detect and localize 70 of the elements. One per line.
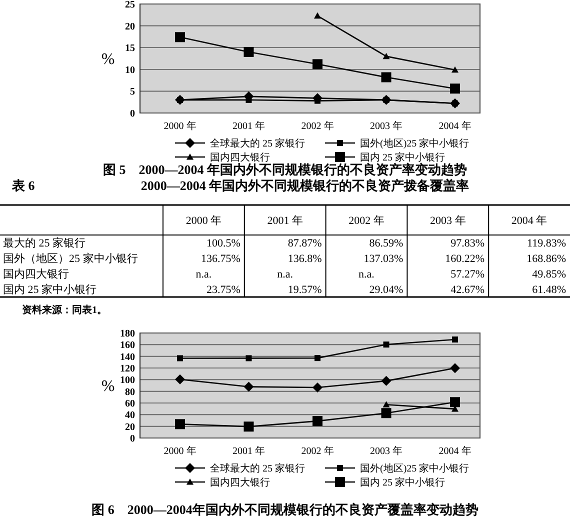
- legend-label: 国内四大银行: [210, 152, 270, 164]
- data-label: 19.57%: [288, 284, 322, 296]
- y-tick-label: 60: [125, 398, 135, 410]
- data-label: 136.75%: [200, 253, 240, 266]
- data-label: 137.03%: [364, 253, 404, 266]
- text: n.a.: [358, 268, 374, 281]
- data-label: 97.83%: [450, 238, 485, 250]
- y-tick-label: 国外（地区）25 家中小银行: [3, 252, 138, 266]
- data-label: 61.48%: [532, 284, 566, 296]
- text: 资料来源：同表1。: [22, 304, 107, 316]
- y-tick-label: 国内 25 家中小银行: [3, 283, 96, 296]
- y-tick-label: 140: [120, 352, 135, 363]
- data-label: 23.75%: [206, 284, 240, 296]
- legend-label: 全球最大的 25 家银行: [210, 462, 305, 474]
- legend-label: 国内 25 家中小银行: [360, 476, 445, 488]
- data-label: 49.85%: [532, 268, 566, 281]
- y-tick-label: 25: [125, 0, 135, 10]
- legend-label: 国外(地区)25 家中小银行: [360, 138, 470, 150]
- text: n.a.: [277, 268, 294, 281]
- text: 表 6: [11, 178, 36, 193]
- y-tick-label: 5: [130, 86, 135, 98]
- legend-label: 国内 25 家中小银行: [360, 152, 445, 164]
- x-tick-label: 2003 年: [430, 214, 466, 227]
- x-tick-label: 2004 年: [438, 445, 472, 457]
- x-tick-label: 2004 年: [438, 120, 472, 132]
- y-tick-label: 160: [120, 340, 135, 352]
- y-tick-label: 10: [125, 64, 135, 76]
- text: 图 6 2000—2004年国内外不同规模银行的不良资产覆盖率变动趋势: [92, 502, 478, 517]
- y-tick-label: 120: [120, 364, 135, 374]
- data-label: 29.04%: [369, 284, 404, 296]
- x-tick-label: 2001 年: [232, 120, 265, 132]
- chart-title: 2000—2004 年国内外不同规模银行的不良资产拨备覆盖率: [140, 178, 470, 193]
- legend-label: 国内四大银行: [210, 476, 270, 488]
- y-tick-label: 20: [125, 21, 135, 32]
- legend-label: 国外(地区)25 家中小银行: [360, 462, 470, 474]
- data-label: 100.5%: [206, 238, 240, 250]
- y-tick-label: 15: [125, 43, 135, 54]
- data-label: 87.87%: [288, 238, 322, 250]
- x-tick-label: 2003 年: [370, 445, 402, 457]
- x-tick-label: 2002 年: [301, 120, 334, 132]
- y-tick-label: 20: [125, 422, 135, 433]
- text: n.a.: [196, 268, 212, 281]
- data-label: 86.59%: [369, 238, 404, 250]
- x-tick-label: 2001 年: [232, 445, 265, 457]
- data-label: 136.8%: [288, 253, 322, 266]
- x-tick-label: 2000 年: [164, 120, 196, 132]
- y-tick-label: 40: [125, 410, 135, 422]
- data-label: 119.83%: [526, 238, 566, 250]
- y-tick-label: 国内四大银行: [3, 268, 69, 281]
- y-axis-title: %: [101, 51, 115, 68]
- y-tick-label: 最大的 25 家银行: [3, 236, 86, 250]
- y-tick-label: 100: [120, 375, 135, 386]
- y-tick-label: 180: [120, 328, 135, 340]
- x-tick-label: 2000 年: [164, 445, 196, 457]
- y-tick-label: 0: [130, 108, 135, 120]
- data-label: 160.22%: [445, 253, 485, 266]
- x-tick-label: 2004 年: [511, 214, 548, 227]
- legend-label: 全球最大的 25 家银行: [210, 138, 305, 150]
- y-axis-title: %: [101, 378, 115, 396]
- y-tick-label: 80: [125, 386, 135, 398]
- text: 图 5 2000—2004 年国内外不同规模银行的不良资产率变动趋势: [103, 162, 467, 177]
- y-tick-label: 0: [130, 434, 135, 444]
- data-label: 168.86%: [526, 253, 566, 266]
- x-tick-label: 2003 年: [370, 120, 402, 132]
- data-label: 42.67%: [450, 284, 485, 296]
- x-tick-label: 2002 年: [301, 445, 334, 457]
- x-tick-label: 2001 年: [267, 214, 303, 227]
- data-label: 57.27%: [450, 268, 485, 281]
- x-tick-label: 2000 年: [186, 214, 222, 227]
- x-tick-label: 2002 年: [348, 214, 384, 227]
